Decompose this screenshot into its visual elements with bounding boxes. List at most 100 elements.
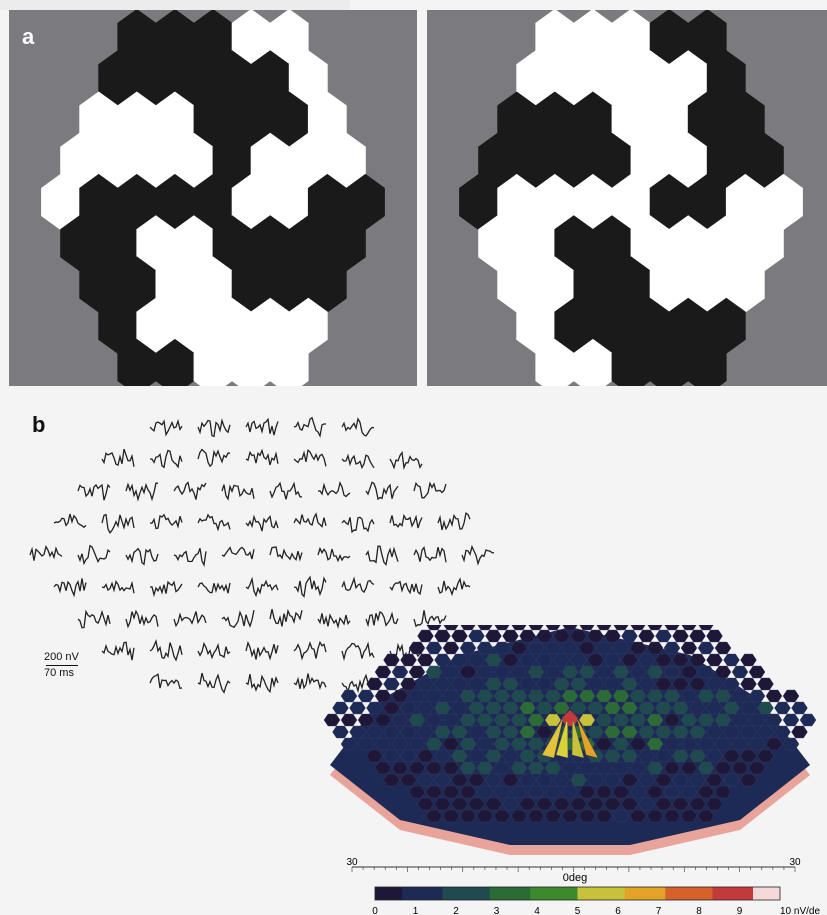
topography-cell — [578, 809, 596, 823]
topography-cell — [442, 785, 460, 799]
topography-cell — [612, 761, 630, 775]
stimulus-hexagon — [459, 173, 498, 231]
topography-cell — [706, 701, 723, 715]
topography-cell — [757, 749, 774, 763]
stimulus-hexagon — [117, 91, 157, 148]
topography-cell — [570, 677, 587, 691]
stimulus-hexagon — [174, 50, 214, 107]
topography-cell — [757, 725, 774, 739]
topography-cell — [357, 737, 375, 751]
topography-cell — [655, 629, 672, 643]
colorbar-segment — [402, 887, 410, 900]
colorbar-segment — [726, 887, 734, 900]
topography-cell — [459, 665, 477, 679]
topography-cell — [638, 629, 655, 643]
topography-cell — [740, 725, 757, 739]
topography-cell — [604, 653, 621, 667]
topography-cell — [425, 713, 443, 727]
top-strip — [0, 0, 350, 10]
topography-cell — [366, 677, 383, 691]
topography-cell — [612, 785, 630, 799]
topography-cell — [672, 677, 689, 691]
topography-cell — [536, 653, 553, 667]
mferg-trace — [149, 513, 183, 530]
topography-cell — [485, 701, 502, 715]
topography-cell — [544, 761, 562, 775]
topography-cell — [383, 773, 400, 787]
topography-cell — [604, 701, 621, 715]
topography-cell — [527, 641, 545, 655]
topography-cell — [621, 749, 638, 763]
topography-cell — [706, 677, 723, 691]
topography-cell — [459, 737, 477, 751]
topography-cell — [425, 809, 443, 823]
peak-petal — [555, 716, 569, 759]
topography-cell — [417, 797, 434, 811]
topography-cell — [451, 629, 468, 643]
topography-cell — [570, 773, 587, 787]
topography-cell — [400, 653, 417, 667]
stimulus-hexagon — [687, 91, 727, 148]
topography-cell — [442, 737, 460, 751]
topography-cell — [782, 713, 800, 727]
stimulus-hexagon — [269, 10, 309, 65]
topography-cell — [553, 677, 570, 691]
topography-cell — [646, 665, 664, 679]
topography-cell — [417, 701, 434, 715]
topography-cell — [587, 677, 604, 691]
topography-cell — [519, 797, 536, 811]
peak-top — [562, 710, 578, 724]
stimulus-hexagon — [193, 10, 233, 65]
colorbar-segment — [375, 887, 383, 900]
stimulus-hexagon — [535, 256, 575, 313]
topography-cell — [655, 749, 672, 763]
topography-cell — [680, 641, 698, 655]
topography-cell — [680, 713, 698, 727]
topography-cell — [663, 689, 681, 703]
topography-cell — [646, 689, 664, 703]
peak-petal — [541, 716, 564, 759]
topography-cell — [502, 653, 519, 667]
topography-cell — [553, 797, 570, 811]
colorbar-segment — [584, 887, 592, 900]
stimulus-hexagon — [307, 256, 347, 313]
topography-cell — [604, 677, 621, 691]
topography-cell — [527, 761, 545, 775]
topography-cell — [374, 665, 392, 679]
topography-cell — [485, 773, 502, 787]
topography-cell — [697, 809, 715, 823]
topography-cell — [689, 773, 706, 787]
stimulus-hexagon — [744, 132, 784, 189]
topography-cell — [629, 737, 647, 751]
topography-cell — [391, 689, 409, 703]
mferg-trace — [245, 640, 279, 661]
topography-cell — [680, 737, 698, 751]
topography-cell — [468, 701, 485, 715]
topography-cell — [604, 725, 621, 739]
colorbar-segment — [489, 887, 497, 900]
stimulus-hexagon — [231, 338, 271, 386]
colorbar-segment — [557, 887, 565, 900]
stimulus-hexagon — [497, 256, 537, 313]
topography-cell — [468, 773, 485, 787]
stimulus-hexagon — [212, 132, 252, 189]
colorbar-segment — [597, 887, 605, 900]
stimulus-hexagon — [231, 173, 271, 231]
topography-cell — [417, 629, 434, 643]
topography-cell — [553, 653, 570, 667]
colorbar-segment — [483, 887, 491, 900]
stimulus-hexagon — [687, 173, 727, 231]
stimulus-hexagon — [269, 91, 309, 148]
stimulus-hexagon — [41, 173, 80, 231]
topography-cell — [664, 625, 680, 631]
topography-cell — [680, 689, 698, 703]
topography-cell — [621, 629, 638, 643]
topography-cell — [723, 677, 740, 691]
colorbar-segment — [456, 887, 464, 900]
stimulus-hexagon — [193, 173, 233, 231]
topography-cell — [417, 773, 434, 787]
topography-cell — [544, 689, 562, 703]
topography-cell — [629, 761, 647, 775]
topography-cell — [442, 809, 460, 823]
topography-cell — [765, 713, 783, 727]
